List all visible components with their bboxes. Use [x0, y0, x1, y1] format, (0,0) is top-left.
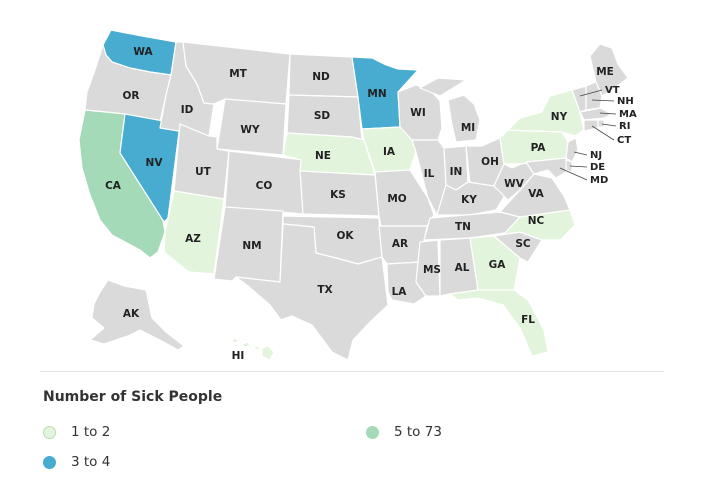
state-label-fl: FL	[521, 314, 535, 326]
state-label-ms: MS	[423, 264, 441, 276]
state-label-nv: NV	[146, 157, 164, 169]
state-mt	[182, 41, 291, 105]
state-label-mo: MO	[387, 193, 406, 205]
state-fl	[449, 289, 549, 357]
state-label-tn: TN	[455, 221, 471, 233]
state-ma	[579, 107, 613, 121]
state-label-nd: ND	[312, 71, 330, 83]
state-ri	[597, 119, 605, 128]
state-shapes	[78, 29, 629, 361]
state-label-ct: CT	[617, 135, 631, 146]
state-label-nc: NC	[528, 215, 545, 227]
state-label-ca: CA	[105, 180, 122, 192]
legend-label-3-to-4: 3 to 4	[71, 454, 111, 470]
state-label-wy: WY	[240, 124, 260, 136]
state-nj	[565, 137, 579, 163]
state-ga	[469, 235, 521, 291]
legend-label-5-to-73: 5 to 73	[394, 424, 442, 440]
leader-line-de	[569, 165, 588, 168]
state-label-vt: VT	[605, 85, 620, 96]
state-label-ri: RI	[619, 121, 630, 132]
legend-item-1-to-2: 1 to 2	[43, 424, 110, 440]
state-label-wi: WI	[410, 107, 426, 119]
state-nh	[585, 81, 603, 111]
leader-line-vt	[579, 89, 603, 97]
state-ut	[173, 123, 230, 200]
state-mi	[419, 77, 481, 143]
leader-line-ma	[599, 112, 617, 115]
state-label-ok: OK	[336, 230, 354, 242]
state-label-nh: NH	[617, 96, 634, 107]
state-md	[525, 157, 567, 179]
state-label-az: AZ	[185, 233, 201, 245]
state-label-al: AL	[455, 262, 470, 274]
leader-line-md	[559, 167, 588, 181]
legend-swatch-1-to-2	[43, 425, 56, 439]
legend-title: Number of Sick People	[43, 389, 223, 405]
state-label-mt: MT	[229, 68, 247, 80]
state-ms	[415, 239, 441, 297]
leader-line-nj	[573, 151, 588, 156]
legend-divider	[40, 371, 664, 372]
state-label-ga: GA	[489, 259, 507, 271]
state-tx	[235, 223, 389, 361]
state-hi	[231, 337, 275, 361]
legend-swatch-5-to-73	[366, 425, 379, 439]
state-label-me: ME	[596, 66, 614, 78]
state-label-ky: KY	[461, 194, 477, 206]
state-label-ar: AR	[392, 238, 408, 250]
state-label-wv: WV	[504, 178, 525, 190]
state-label-ut: UT	[195, 166, 212, 178]
state-label-tx: TX	[317, 284, 332, 296]
state-label-de: DE	[590, 162, 605, 173]
state-label-sc: SC	[515, 238, 531, 250]
state-label-sd: SD	[314, 110, 331, 122]
state-mn	[351, 56, 419, 130]
state-ct	[583, 119, 599, 132]
legend-item-3-to-4: 3 to 4	[43, 454, 110, 470]
state-label-wa: WA	[133, 46, 153, 58]
state-ny	[507, 89, 585, 137]
state-label-hi: HI	[232, 350, 245, 362]
state-label-oh: OH	[481, 156, 499, 168]
state-label-il: IL	[424, 168, 435, 180]
state-label-va: VA	[528, 188, 544, 200]
leader-line-nh	[591, 99, 615, 102]
state-label-co: CO	[256, 180, 273, 192]
state-label-la: LA	[392, 286, 408, 298]
us-choropleth-map: WA OR CA NV ID MT WY UT AZ CO NM ND SD NE KS OK TX MN IA MO…	[78, 29, 637, 362]
legend-item-5-to-73: 5 to 73	[366, 424, 442, 440]
state-label-ks: KS	[330, 189, 346, 201]
state-label-nm: NM	[242, 240, 261, 252]
state-label-ia: IA	[383, 146, 396, 158]
legend-swatch-3-to-4	[43, 455, 56, 469]
state-label-ak: AK	[123, 308, 140, 320]
state-label-or: OR	[122, 90, 139, 102]
state-label-md: MD	[590, 175, 608, 186]
state-label-ne: NE	[315, 150, 331, 162]
state-label-mn: MN	[367, 88, 386, 100]
state-label-mi: MI	[461, 122, 475, 134]
state-label-ma: MA	[619, 109, 637, 120]
legend-label-1-to-2: 1 to 2	[71, 424, 111, 440]
state-ak	[89, 279, 185, 351]
state-label-id: ID	[181, 104, 194, 116]
leader-line-ri	[601, 123, 617, 127]
state-label-nj: NJ	[590, 150, 602, 161]
leader-line-ct	[591, 125, 615, 141]
state-az	[163, 190, 225, 275]
state-labels: WA OR CA NV ID MT WY UT AZ CO NM ND SD NE KS OK TX MN IA MO…	[105, 46, 637, 362]
state-label-ny: NY	[551, 111, 568, 123]
state-label-pa: PA	[531, 142, 547, 154]
state-label-in: IN	[450, 166, 463, 178]
